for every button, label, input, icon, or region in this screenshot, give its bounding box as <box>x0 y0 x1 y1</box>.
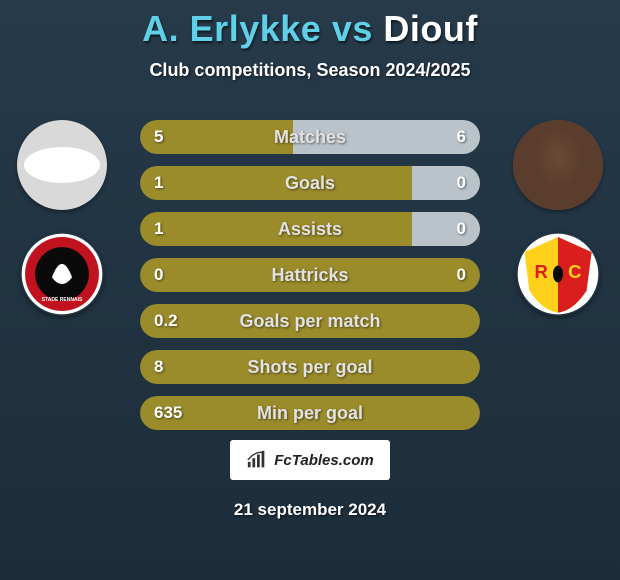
subtitle: Club competitions, Season 2024/2025 <box>0 60 620 81</box>
brand-text: FcTables.com <box>274 452 373 469</box>
avatar-placeholder <box>24 147 100 183</box>
stat-row-bg <box>140 350 480 384</box>
left-player-avatar <box>17 120 107 210</box>
right-player-column: R C <box>508 120 608 316</box>
brand-badge: FcTables.com <box>230 440 390 480</box>
page-title: A. Erlykke vs Diouf <box>0 0 620 50</box>
stat-row: 635Min per goal <box>140 396 480 430</box>
stat-row-bg <box>140 304 480 338</box>
stat-row: 0.2Goals per match <box>140 304 480 338</box>
stat-row: 56Matches <box>140 120 480 154</box>
stat-row: 10Goals <box>140 166 480 200</box>
stat-fill-right <box>412 166 480 200</box>
svg-text:STADE RENNAIS: STADE RENNAIS <box>42 297 83 303</box>
svg-text:R: R <box>535 261 548 282</box>
left-player-column: STADE RENNAIS <box>12 120 112 316</box>
stats-container: 56Matches 10Goals 10Assists 00Hattricks 0.2G… <box>140 120 480 430</box>
stat-row-bg <box>140 258 480 292</box>
title-right: Diouf <box>383 8 477 49</box>
right-player-avatar <box>513 120 603 210</box>
left-team-crest: STADE RENNAIS <box>20 232 104 316</box>
avatar-face <box>513 120 603 210</box>
svg-text:C: C <box>568 261 581 282</box>
bar-chart-icon <box>246 449 268 471</box>
stat-row: 10Assists <box>140 212 480 246</box>
stat-row: 00Hattricks <box>140 258 480 292</box>
title-vs: vs <box>332 8 384 49</box>
stat-row: 8Shots per goal <box>140 350 480 384</box>
stat-fill-right <box>412 212 480 246</box>
title-left: A. Erlykke <box>142 8 321 49</box>
right-team-crest: R C <box>516 232 600 316</box>
footer-date: 21 september 2024 <box>0 500 620 520</box>
stat-fill-right <box>293 120 480 154</box>
stat-row-bg <box>140 396 480 430</box>
